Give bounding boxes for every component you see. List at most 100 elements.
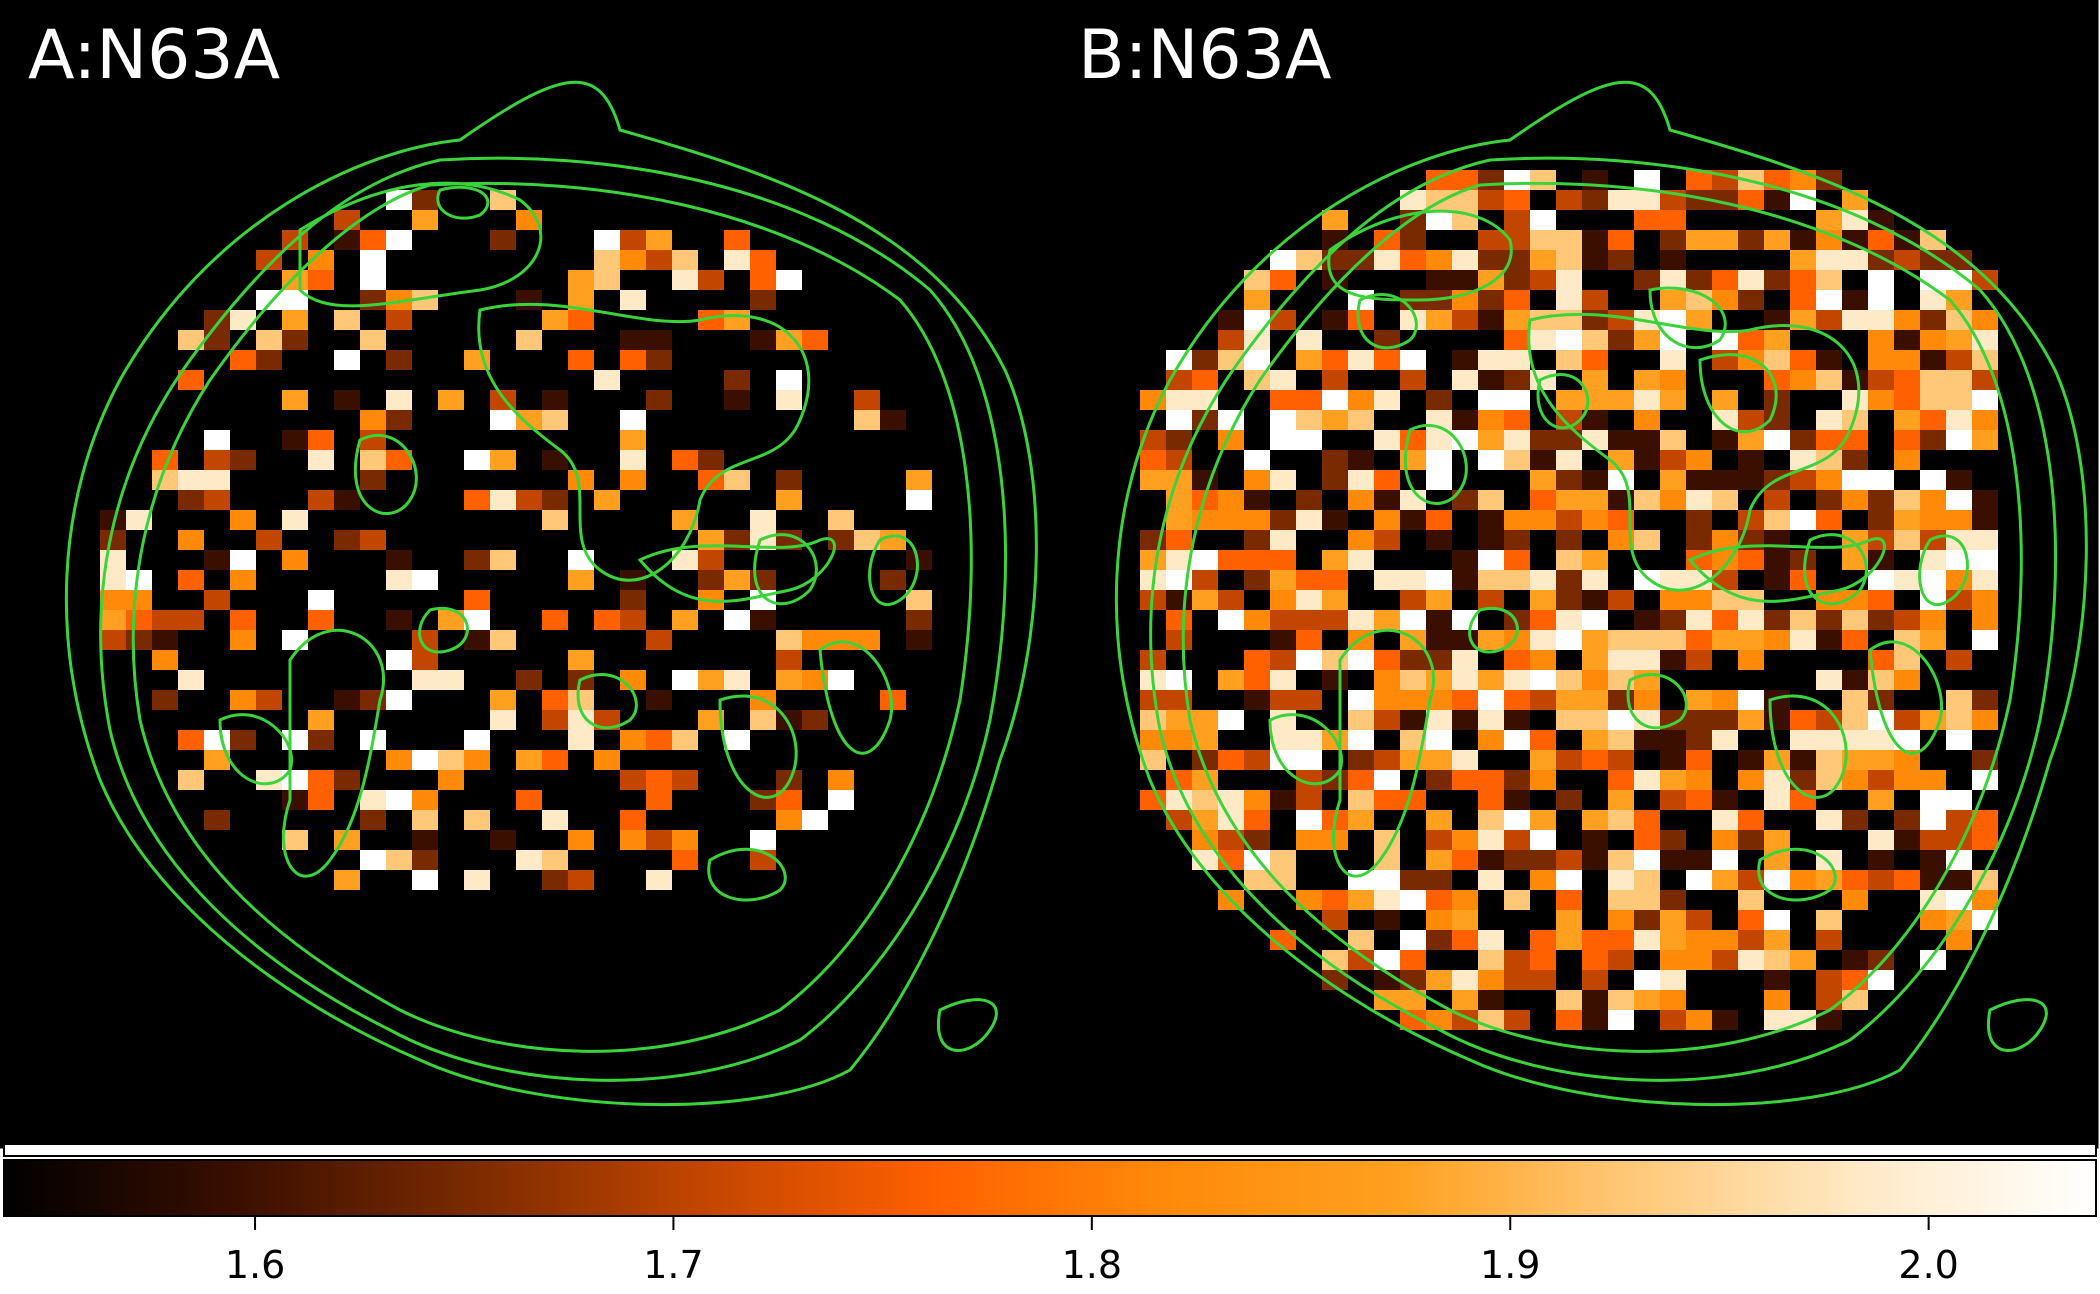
pixel-cell (854, 410, 880, 430)
pixel-cell (542, 710, 568, 730)
pixel-cell (1556, 810, 1582, 830)
pixel-cell (1556, 670, 1582, 690)
pixel-cell (1634, 610, 1660, 630)
pixel-cell (1400, 730, 1426, 750)
pixel-cell (1686, 270, 1712, 290)
pixel-cell (1244, 550, 1270, 570)
pixel-cell (1686, 690, 1712, 710)
pixel-cell (1582, 350, 1608, 370)
pixel-cell (1400, 790, 1426, 810)
pixel-cell (230, 310, 256, 330)
pixel-cell (100, 510, 126, 530)
pixel-cell (516, 490, 542, 510)
pixel-cell (1764, 790, 1790, 810)
pixel-cell (1374, 610, 1400, 630)
pixel-cell (126, 510, 152, 530)
pixel-cell (1400, 610, 1426, 630)
pixel-cell (1712, 690, 1738, 710)
pixel-cell (1504, 350, 1530, 370)
pixel-cell (1530, 950, 1556, 970)
pixel-cell (1686, 210, 1712, 230)
pixel-cell (1816, 670, 1842, 690)
pixel-cell (1426, 770, 1452, 790)
pixel-cell (1790, 750, 1816, 770)
pixel-cell (1868, 750, 1894, 770)
pixel-cell (386, 410, 412, 430)
pixel-cell (568, 290, 594, 310)
pixel-cell (1712, 530, 1738, 550)
pixel-cell (308, 770, 334, 790)
pixel-cell (1972, 810, 1998, 830)
colorbar-top-strip (3, 1143, 2097, 1157)
pixel-cell (620, 470, 646, 490)
pixel-cell (1244, 690, 1270, 710)
pixel-cell (724, 730, 750, 750)
pixel-cell (1842, 630, 1868, 650)
pixel-cell (1582, 990, 1608, 1010)
panel-b-label: B:N63A (1078, 16, 1331, 95)
pixel-cell (724, 610, 750, 630)
pixel-cell (1556, 690, 1582, 710)
pixel-cell (1530, 830, 1556, 850)
pixel-cell (1634, 270, 1660, 290)
colorbar-gradient (3, 1159, 2097, 1217)
pixel-cell (1348, 370, 1374, 390)
pixel-cell (1348, 450, 1374, 470)
pixel-cell (1712, 350, 1738, 370)
pixel-cell (464, 590, 490, 610)
pixel-cell (1868, 870, 1894, 890)
pixel-cell (100, 530, 126, 550)
pixel-cell (1764, 550, 1790, 570)
pixel-cell (1478, 870, 1504, 890)
pixel-cell (412, 610, 438, 630)
pixel-cell (282, 510, 308, 530)
pixel-cell (1946, 930, 1972, 950)
pixel-cell (1582, 410, 1608, 430)
pixel-cell (412, 750, 438, 770)
pixel-cell (1556, 710, 1582, 730)
pixel-cell (1374, 710, 1400, 730)
pixel-cell (256, 350, 282, 370)
pixel-cell (1686, 490, 1712, 510)
pixel-cell (724, 370, 750, 390)
pixel-cell (1946, 390, 1972, 410)
pixel-cell (1140, 470, 1166, 490)
pixel-cell (1192, 850, 1218, 870)
pixel-cell (1920, 490, 1946, 510)
pixel-cell (620, 230, 646, 250)
pixel-cell (282, 630, 308, 650)
pixel-cell (178, 430, 204, 450)
pixel-cell (568, 690, 594, 710)
pixel-cell (1816, 510, 1842, 530)
pixel-cell (1816, 410, 1842, 430)
pixel-cell (1166, 590, 1192, 610)
pixel-cell (1972, 770, 1998, 790)
pixel-cell (1764, 190, 1790, 210)
pixel-cell (1946, 690, 1972, 710)
pixel-cell (1712, 630, 1738, 650)
pixel-cell (1322, 470, 1348, 490)
pixel-cell (1608, 910, 1634, 930)
pixel-cell (1452, 570, 1478, 590)
pixel-cell (646, 610, 672, 630)
pixel-cell (1270, 250, 1296, 270)
pixel-cell (1868, 590, 1894, 610)
pixel-cell (1842, 470, 1868, 490)
pixel-cell (516, 750, 542, 770)
pixel-cell (282, 550, 308, 570)
pixel-cell (1270, 410, 1296, 430)
pixel-cell (1504, 830, 1530, 850)
pixel-cell (880, 570, 906, 590)
pixel-cell (1946, 410, 1972, 430)
pixel-cell (100, 570, 126, 590)
pixel-cell (1374, 670, 1400, 690)
pixel-cell (1400, 930, 1426, 950)
pixel-cell (1660, 890, 1686, 910)
pixel-cell (1608, 990, 1634, 1010)
pixel-cell (1374, 850, 1400, 870)
pixel-cell (1192, 590, 1218, 610)
pixel-cell (1608, 430, 1634, 450)
pixel-cell (1296, 670, 1322, 690)
pixel-cell (1634, 570, 1660, 590)
pixel-cell (1686, 950, 1712, 970)
